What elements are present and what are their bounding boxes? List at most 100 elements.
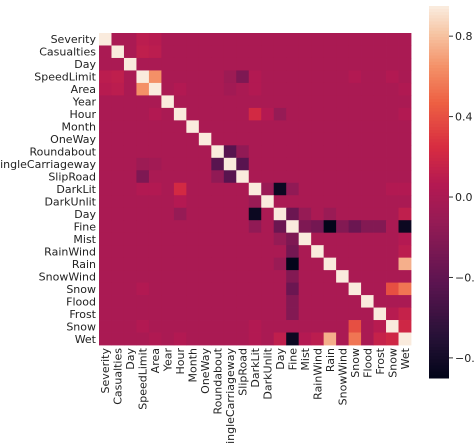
heatmap-cell [361,33,374,46]
column-label: Year [162,348,175,373]
heatmap-cell [198,320,212,333]
heatmap-cell [273,295,287,308]
heatmap-cell [186,282,200,296]
colorbar-segment [429,192,449,196]
heatmap-cell [236,232,250,246]
heatmap-cell [336,145,349,159]
column-label: Snow [386,348,399,378]
heatmap-cell [261,270,275,283]
heatmap-cell [361,95,374,109]
heatmap-cell [123,157,137,171]
heatmap-cell [223,132,237,146]
heatmap-cell [248,33,262,46]
heatmap-cell [111,157,125,171]
heatmap-cell [298,45,312,59]
heatmap-cell [361,82,374,96]
column-label: Hour [174,348,187,375]
heatmap-cell [273,145,287,159]
row-label: Casualties [39,46,96,59]
colorbar-segment [429,316,449,320]
heatmap-cell [373,320,387,333]
colorbar-segment [429,167,449,171]
heatmap-cell [148,320,162,333]
heatmap-cell [311,70,325,84]
heatmap-cell [286,257,300,271]
heatmap-cell [261,320,275,333]
heatmap-cell [336,182,349,196]
colorbar-segment [429,328,449,332]
heatmap-cell [261,45,275,59]
heatmap-cell [348,33,362,46]
column-label: DarkLit [249,347,262,387]
heatmap-cell [198,282,212,296]
heatmap-cell [398,95,412,109]
colorbar-tick-label: −0.8 [455,352,474,365]
heatmap-cell [348,182,362,196]
heatmap-cell [336,95,349,109]
heatmap-cell [236,182,250,196]
heatmap-cell [386,270,399,283]
heatmap-cell [111,95,125,109]
heatmap-cell [323,45,337,59]
heatmap-cell [223,33,237,46]
column-label: Frost [374,347,387,374]
heatmap-cell [298,232,312,246]
heatmap-cell [248,270,262,283]
heatmap-cell [236,307,250,321]
heatmap-cell [286,245,300,259]
heatmap-cell [273,82,287,96]
heatmap-cell [398,132,412,146]
heatmap-cell [398,257,412,271]
heatmap-cell [223,332,237,346]
heatmap-cell [211,332,225,346]
heatmap-cell [123,307,137,321]
heatmap-cell [236,295,250,308]
row-label: SnowWind [39,270,96,283]
heatmap-cell [236,245,250,259]
heatmap-cell [136,220,150,234]
heatmap-cell [123,207,137,221]
heatmap-cell [236,82,250,96]
heatmap-cell [286,270,300,283]
heatmap-cell [348,245,362,259]
heatmap-cell [348,145,362,159]
heatmap-cell [286,195,300,209]
heatmap-cell [373,232,387,246]
heatmap-cell [348,195,362,209]
colorbar-segment [429,30,449,35]
colorbar-segment [429,300,449,305]
heatmap-cell [186,245,200,259]
heatmap-cell [273,45,287,59]
column-label: SingleCarriageway [224,348,237,444]
colorbar-segment [429,108,449,112]
heatmap-cell [136,70,150,84]
column-label: Snow [349,348,362,378]
heatmap-cell [123,245,137,259]
heatmap-cell [148,120,162,134]
heatmap-cell [111,195,125,209]
heatmap-cell [386,132,399,146]
heatmap-cell [173,120,187,134]
heatmap-cell [99,220,112,234]
heatmap-cell [336,157,349,171]
heatmap-cell [111,257,125,271]
heatmap-cell [236,33,250,46]
heatmap-cell [398,195,412,209]
heatmap-cell [111,182,125,196]
colorbar-segment [429,219,449,224]
heatmap-cell [161,195,175,209]
heatmap-cell [111,57,125,71]
heatmap-cell [198,170,212,184]
colorbar-segment [429,52,449,57]
heatmap-cell [323,307,337,321]
heatmap-cell [223,95,237,109]
colorbar-segment [429,343,449,348]
heatmap-cell [348,120,362,134]
colorbar-segment [429,27,449,32]
heatmap-cell [198,57,212,71]
colorbar-segment [429,21,449,26]
heatmap-cell [273,132,287,146]
heatmap-cell [148,82,162,96]
heatmap-cell [323,220,337,234]
heatmap-cell [323,245,337,259]
